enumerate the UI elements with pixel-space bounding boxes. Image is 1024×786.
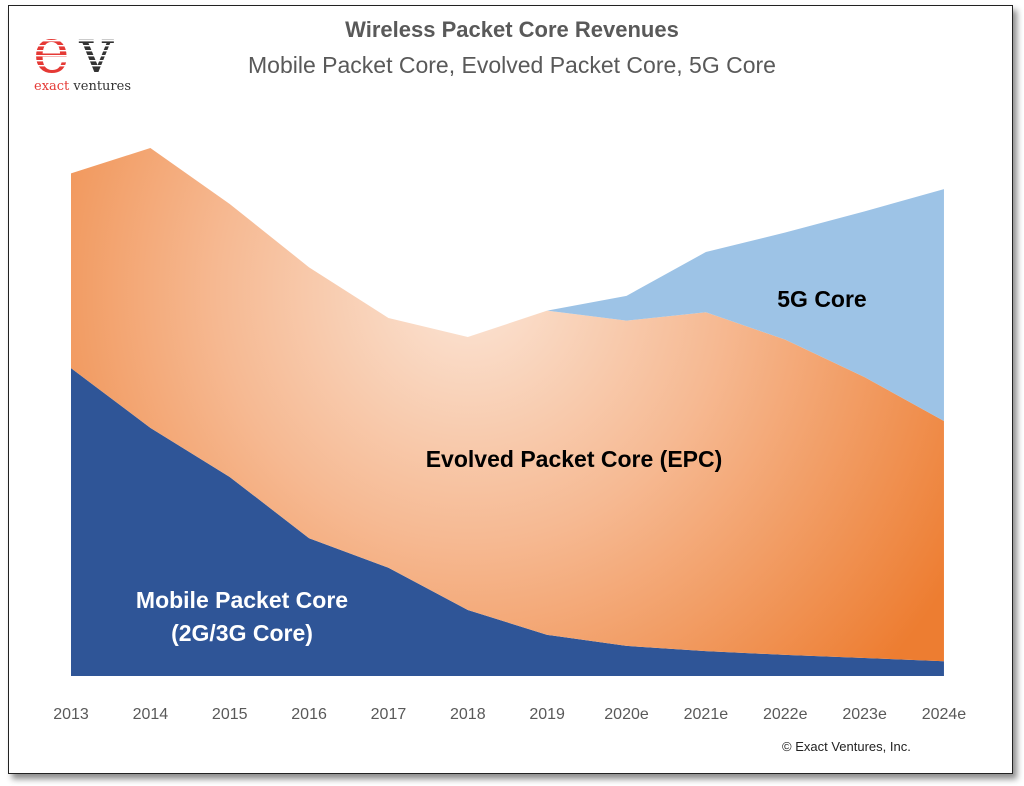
chart-title: Wireless Packet Core Revenues	[345, 17, 679, 42]
exact-ventures-logo: e v	[33, 22, 143, 78]
x-tick-label: 2014	[133, 706, 169, 723]
x-tick-label: 2017	[371, 706, 407, 723]
x-tick-label: 2024e	[922, 706, 967, 723]
area-series-3	[547, 189, 944, 421]
logo-mark: e v	[33, 22, 143, 78]
x-tick-label: 2016	[291, 706, 327, 723]
area-series-1	[71, 368, 944, 676]
x-tick-label: 2021e	[684, 706, 729, 723]
x-tick-label: 2023e	[842, 706, 887, 723]
x-tick-label: 2022e	[763, 706, 808, 723]
chart-subtitle: Mobile Packet Core, Evolved Packet Core,…	[248, 52, 776, 78]
series-label: (2G/3G Core)	[171, 620, 313, 646]
x-tick-label: 2018	[450, 706, 486, 723]
x-tick-label: 2019	[529, 706, 565, 723]
copyright: © Exact Ventures, Inc.	[782, 739, 911, 754]
series-label: Evolved Packet Core (EPC)	[426, 446, 723, 472]
series-label: Mobile Packet Core	[136, 587, 348, 613]
x-tick-label: 2020e	[604, 706, 649, 723]
x-tick-label: 2015	[212, 706, 248, 723]
series-label: 5G Core	[777, 286, 866, 312]
logo-wordmark: exact ventures	[34, 79, 132, 94]
area-series-2	[71, 148, 944, 662]
x-tick-label: 2013	[53, 706, 89, 723]
